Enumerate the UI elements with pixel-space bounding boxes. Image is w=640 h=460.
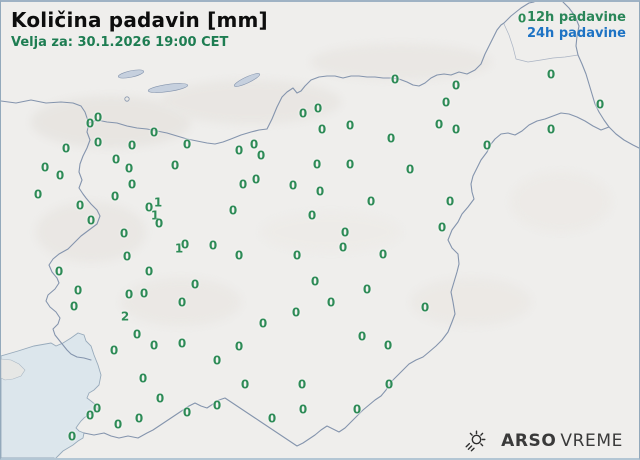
period-links: 12h padavine 24h padavine <box>527 10 626 42</box>
mura-river <box>503 23 579 63</box>
adriatic-sea <box>1 332 102 458</box>
valid-time-label: Velja za: 30.1.2026 19:00 CET <box>11 35 229 50</box>
border-croatia-south <box>83 112 610 447</box>
map-header: Količina padavin [mm] Velja za: 30.1.202… <box>11 8 268 50</box>
page-title: Količina padavin [mm] <box>11 8 268 32</box>
logo-arso: ARSO <box>501 430 557 451</box>
logo-vreme: VREME <box>560 430 623 451</box>
arso-vreme-logo: ARSO VREME <box>463 429 623 452</box>
lakes <box>117 69 261 102</box>
trieste-coast-patch <box>1 358 26 381</box>
border-hungary-northeast <box>562 2 639 149</box>
border-italy-austria-north <box>1 2 535 145</box>
sun-icon <box>465 430 486 452</box>
border-italy-west <box>45 122 101 361</box>
terrain-relief <box>31 44 611 326</box>
link-24h-padavine[interactable]: 24h padavine <box>526 26 626 41</box>
logo-text: ARSO VREME <box>501 431 623 451</box>
link-12h-padavine[interactable]: 12h padavine <box>526 10 626 25</box>
